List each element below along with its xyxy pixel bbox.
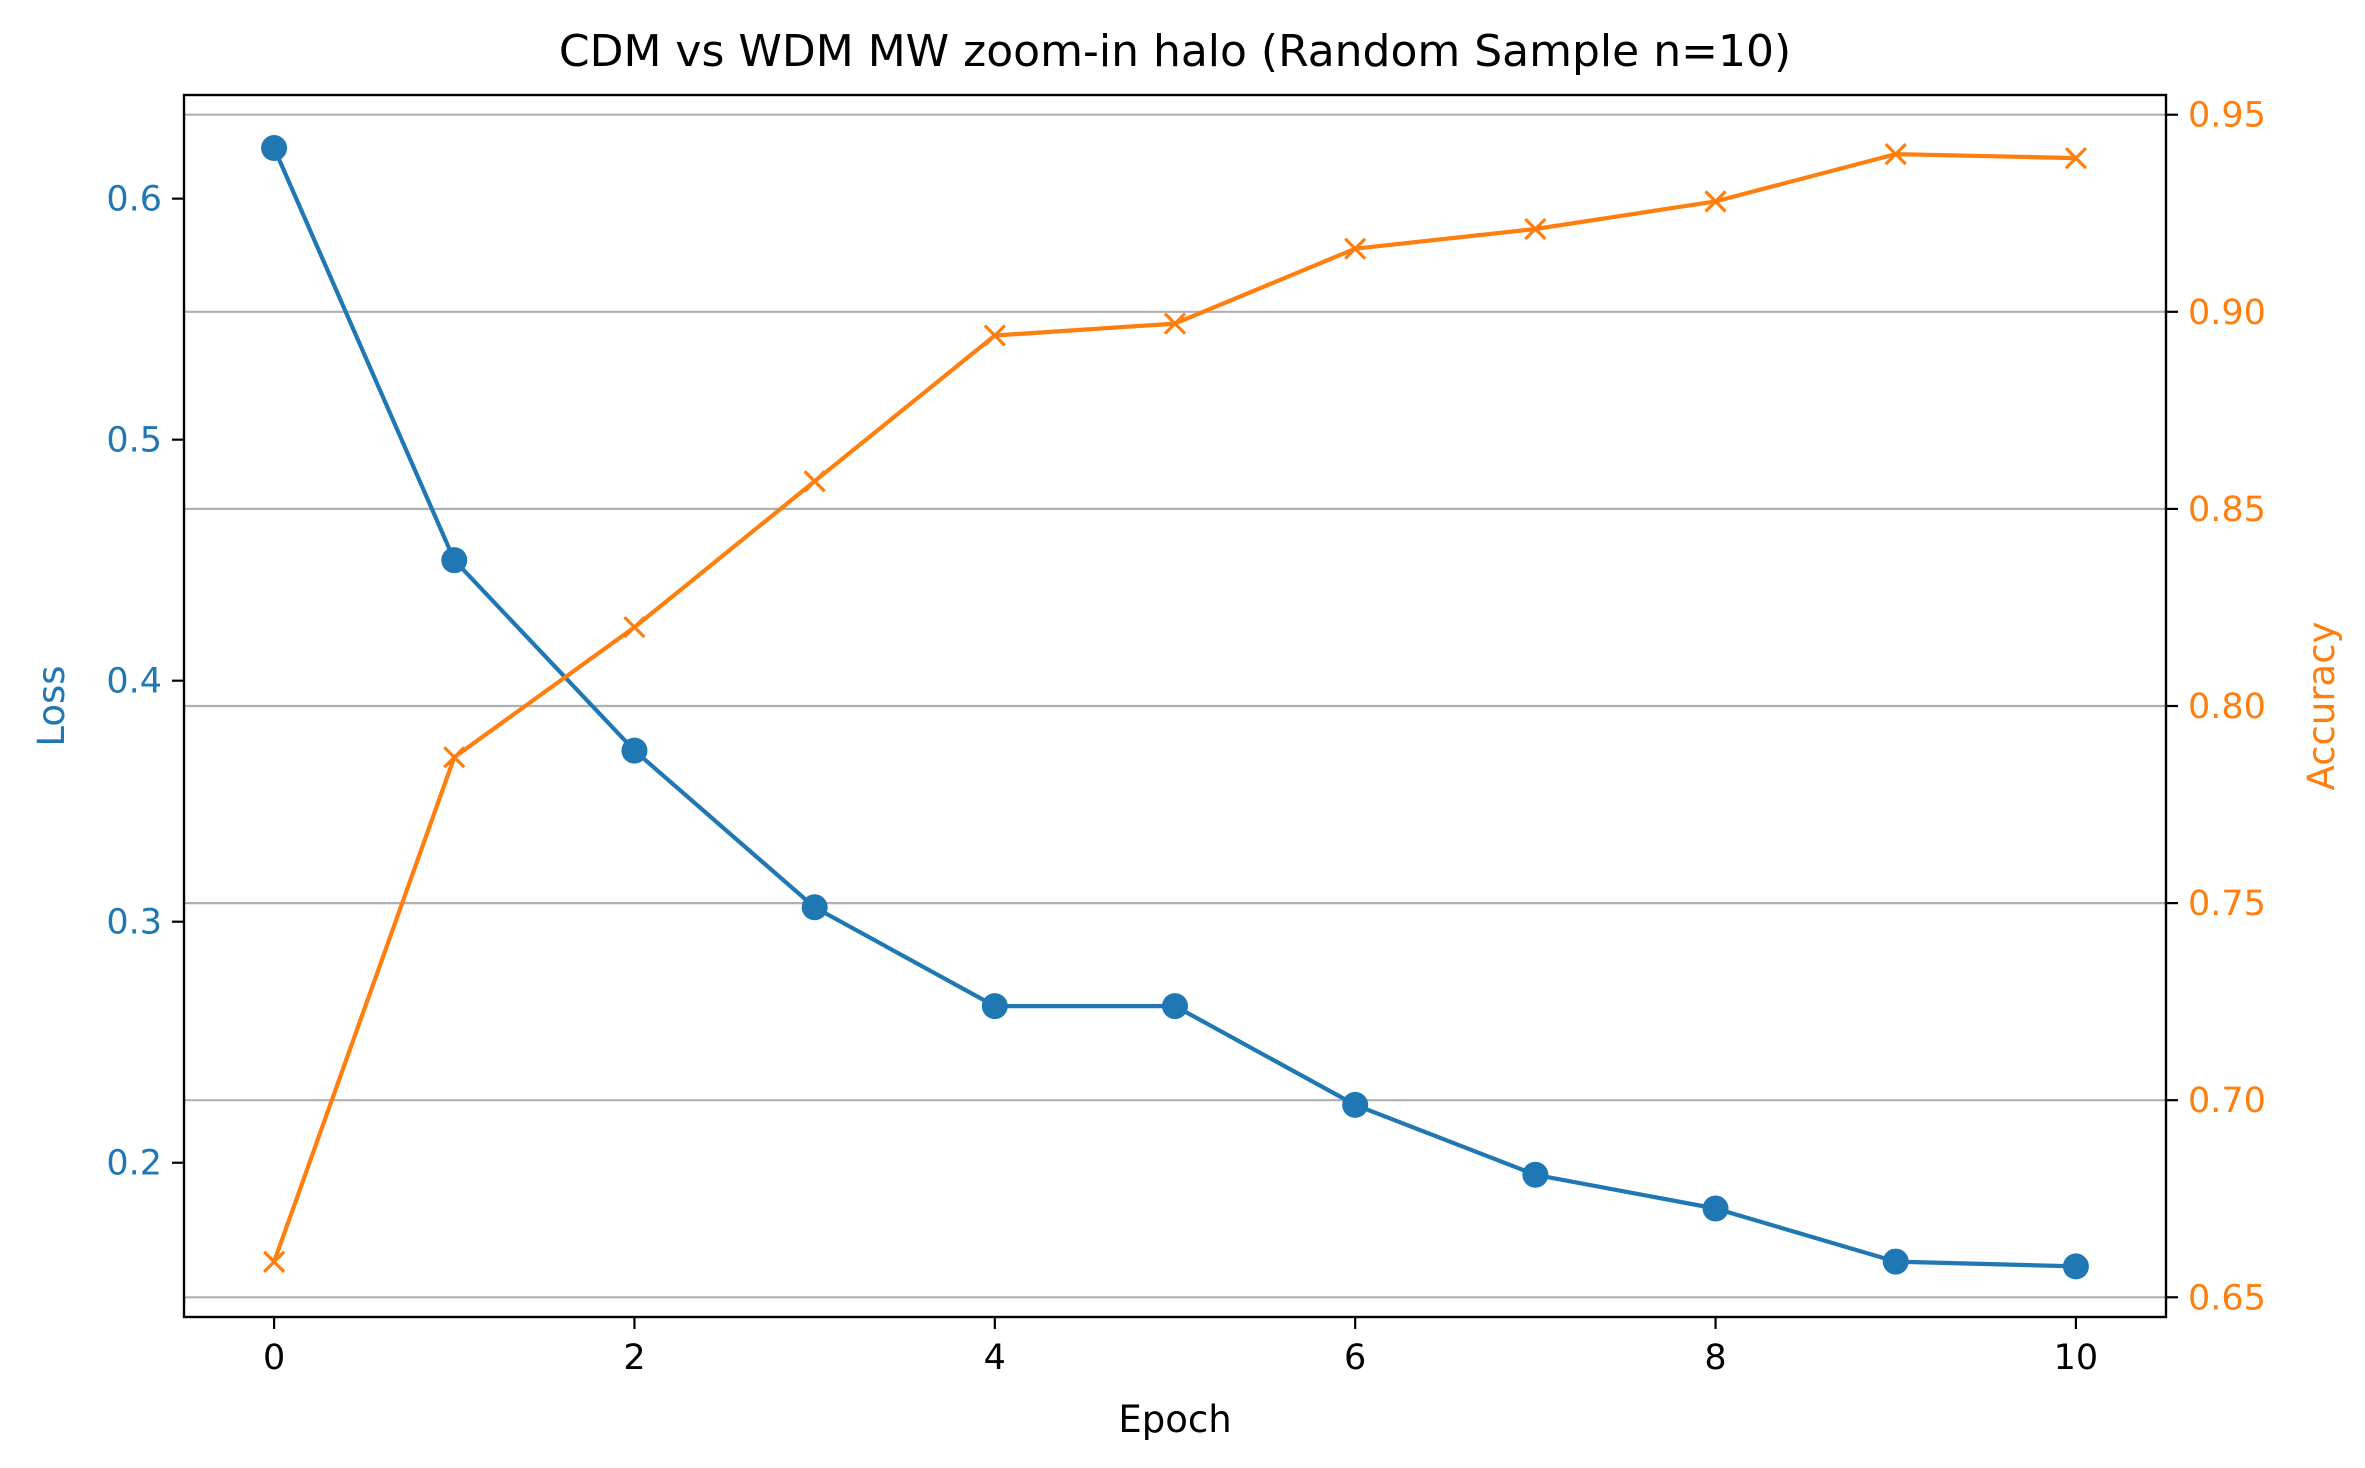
y-axis-label-right: Accuracy	[2300, 622, 2343, 791]
series-0-point-8	[1702, 1195, 1729, 1222]
y-right-tick-label-1: 0.70	[2188, 1081, 2266, 1121]
y-right-tick-label-4: 0.85	[2188, 490, 2266, 530]
series-1-point-3	[803, 470, 826, 493]
series-1-point-5	[1163, 312, 1187, 335]
y-left-tick-label-1: 0.3	[106, 903, 162, 943]
y-left-tick-label-3: 0.5	[106, 421, 162, 461]
series-1-point-8	[1704, 190, 1727, 213]
y-left-tick-label-2: 0.4	[106, 662, 162, 702]
y-right-tick-label-6: 0.95	[2188, 96, 2266, 136]
y-axis-label-left: Loss	[30, 665, 73, 746]
series-1-point-10	[2064, 146, 2088, 170]
y-left-tick-label-0: 0.2	[106, 1144, 162, 1184]
series-0-point-0	[261, 135, 288, 162]
series-0-point-2	[621, 737, 648, 764]
grid-lines	[184, 113, 2166, 1299]
x-axis-label: Epoch	[1118, 1398, 1231, 1441]
x-tick-label-2: 4	[984, 1338, 1006, 1378]
x-tick-label-0: 0	[263, 1338, 285, 1378]
series-0-point-9	[1882, 1248, 1909, 1275]
y-right-tick-label-2: 0.75	[2188, 884, 2266, 924]
y-right-tick-label-5: 0.90	[2188, 293, 2266, 333]
series-1-line	[272, 152, 2076, 1263]
series-0-point-5	[1162, 993, 1188, 1020]
series-0-line	[272, 147, 2076, 1269]
series-0-point-10	[2062, 1253, 2089, 1280]
series-0-point-7	[1522, 1161, 1549, 1188]
y-right-tick-label-0: 0.65	[2188, 1278, 2266, 1318]
series-1-point-0	[262, 1250, 286, 1273]
series-1-point-2	[623, 616, 646, 639]
series-0-point-4	[981, 993, 1008, 1020]
series-1-point-7	[1524, 217, 1547, 241]
plot-series	[261, 135, 2089, 1280]
series-0-point-1	[441, 547, 468, 574]
series-1-point-1	[443, 746, 466, 769]
y-right-tick-label-3: 0.80	[2188, 687, 2266, 727]
x-tick-label-5: 10	[2054, 1338, 2099, 1378]
series-1-point-9	[1884, 142, 1907, 166]
series-1-point-4	[983, 324, 1006, 347]
y-left-tick-label-4: 0.6	[106, 180, 162, 220]
x-tick-label-4: 8	[1704, 1338, 1726, 1378]
series-0-point-3	[801, 894, 828, 921]
chart-title: CDM vs WDM MW zoom-in halo (Random Sampl…	[559, 26, 1791, 77]
x-tick-label-1: 2	[623, 1338, 645, 1378]
series-0-point-6	[1342, 1091, 1369, 1118]
series-1-point-6	[1344, 237, 1367, 260]
axis-ticks: 0 2 4 6 8 10 0.2 0.3 0.4 0.5 0.6 0.65 0.70 0.75 0.80 0.…	[106, 96, 2266, 1378]
x-tick-label-3: 6	[1344, 1338, 1366, 1378]
